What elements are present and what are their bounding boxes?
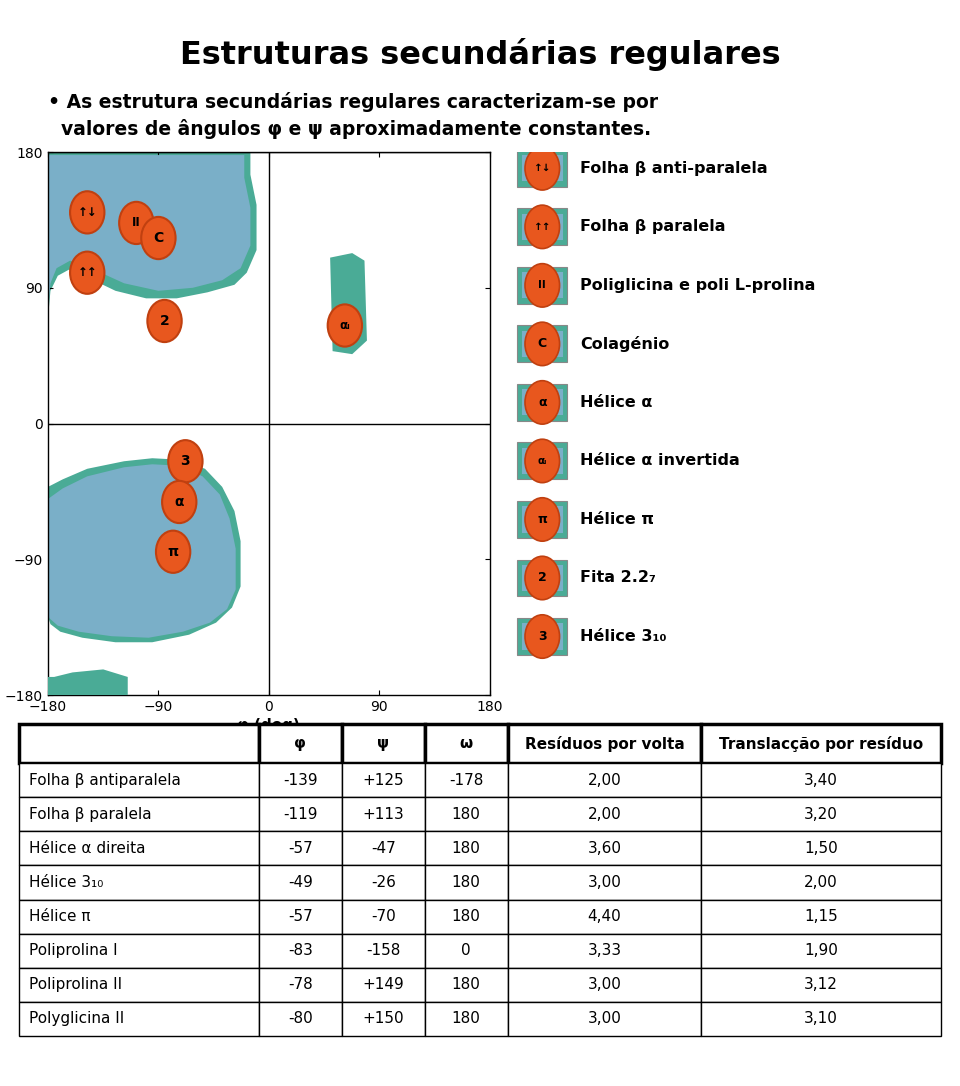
Text: Folha β anti-paralela: Folha β anti-paralela: [580, 161, 768, 176]
Text: 3: 3: [180, 454, 190, 468]
Text: Hélice 3₁₀: Hélice 3₁₀: [580, 629, 666, 644]
Polygon shape: [48, 669, 128, 695]
Text: ↑↑: ↑↑: [534, 222, 551, 231]
Text: Folha β paralela: Folha β paralela: [580, 219, 726, 235]
X-axis label: φ (deg): φ (deg): [237, 718, 300, 733]
Text: C: C: [538, 338, 547, 351]
Circle shape: [525, 264, 560, 307]
Text: π: π: [168, 545, 179, 559]
Text: αₗ: αₗ: [340, 319, 350, 332]
Text: α: α: [538, 396, 546, 409]
Polygon shape: [48, 152, 256, 355]
Circle shape: [525, 323, 560, 366]
Text: Hélice π: Hélice π: [580, 512, 654, 527]
Text: ↑↓: ↑↓: [78, 206, 97, 219]
Text: Hélice α: Hélice α: [580, 395, 653, 409]
FancyBboxPatch shape: [517, 559, 567, 596]
Circle shape: [525, 497, 560, 541]
Text: αₗ: αₗ: [538, 456, 547, 466]
FancyBboxPatch shape: [522, 390, 563, 416]
Text: Estruturas secundárias regulares: Estruturas secundárias regulares: [180, 38, 780, 71]
Circle shape: [156, 531, 190, 573]
Text: Poliglicina e poli L-prolina: Poliglicina e poli L-prolina: [580, 278, 815, 293]
Circle shape: [525, 556, 560, 599]
Text: Hélice α invertida: Hélice α invertida: [580, 454, 740, 468]
Circle shape: [525, 147, 560, 190]
FancyBboxPatch shape: [522, 565, 563, 591]
Circle shape: [525, 205, 560, 249]
Text: C: C: [154, 231, 163, 245]
FancyBboxPatch shape: [522, 214, 563, 240]
Text: Colagénio: Colagénio: [580, 336, 669, 352]
Circle shape: [119, 202, 154, 244]
FancyBboxPatch shape: [517, 209, 567, 245]
Circle shape: [141, 217, 176, 260]
FancyBboxPatch shape: [522, 155, 563, 181]
Polygon shape: [330, 253, 367, 354]
Polygon shape: [48, 465, 236, 695]
Text: ↑↓: ↑↓: [534, 163, 551, 174]
Circle shape: [525, 381, 560, 425]
FancyBboxPatch shape: [522, 331, 563, 357]
Polygon shape: [48, 458, 241, 695]
Circle shape: [525, 439, 560, 482]
Text: 2: 2: [538, 571, 546, 584]
Circle shape: [70, 191, 105, 233]
Text: α: α: [175, 495, 184, 509]
Text: • As estrutura secundárias regulares caracterizam-se por: • As estrutura secundárias regulares car…: [48, 92, 659, 112]
FancyBboxPatch shape: [522, 506, 563, 532]
Text: 2: 2: [159, 314, 169, 328]
FancyBboxPatch shape: [517, 267, 567, 304]
Text: 3: 3: [538, 630, 546, 643]
FancyBboxPatch shape: [517, 326, 567, 363]
FancyBboxPatch shape: [517, 150, 567, 187]
FancyBboxPatch shape: [522, 273, 563, 299]
FancyBboxPatch shape: [517, 442, 567, 479]
FancyBboxPatch shape: [517, 501, 567, 538]
Text: II: II: [539, 280, 546, 290]
FancyBboxPatch shape: [522, 447, 563, 473]
FancyBboxPatch shape: [517, 618, 567, 655]
Text: valores de ângulos φ e ψ aproximadamente constantes.: valores de ângulos φ e ψ aproximadamente…: [48, 119, 651, 139]
Circle shape: [147, 300, 181, 342]
Circle shape: [162, 481, 197, 523]
Circle shape: [525, 615, 560, 658]
Text: π: π: [538, 513, 547, 526]
Text: II: II: [132, 216, 141, 229]
Circle shape: [327, 304, 362, 346]
Circle shape: [70, 252, 105, 294]
Circle shape: [168, 440, 203, 482]
Text: Fita 2.2₇: Fita 2.2₇: [580, 570, 656, 585]
FancyBboxPatch shape: [522, 623, 563, 649]
Polygon shape: [48, 155, 251, 341]
Text: ↑↑: ↑↑: [78, 266, 97, 279]
FancyBboxPatch shape: [517, 384, 567, 421]
